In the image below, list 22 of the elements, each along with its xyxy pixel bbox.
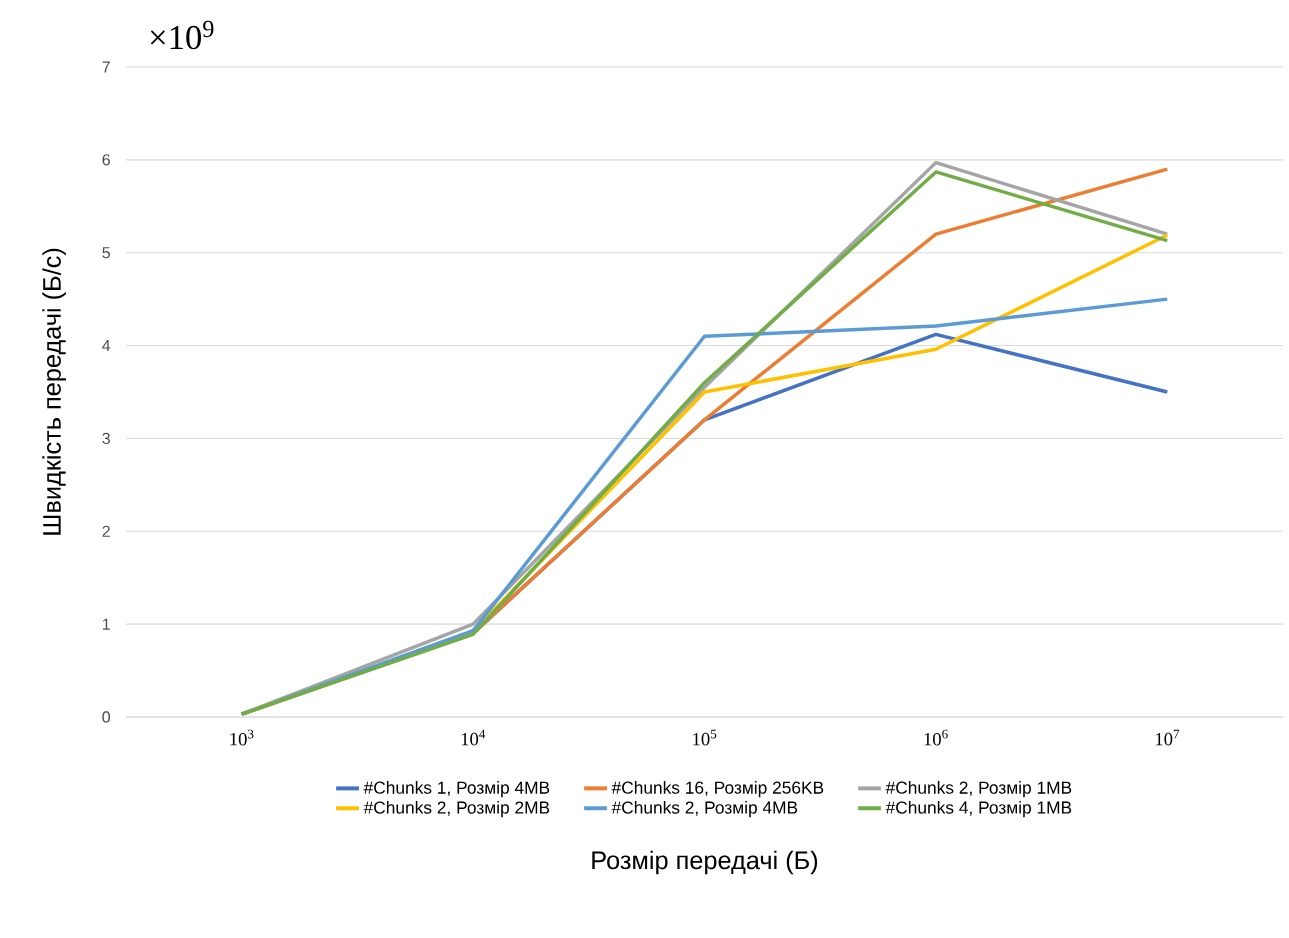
y-tick-label: 1 <box>102 618 110 630</box>
text: ×10$^{9}$ <box>150 20 214 50</box>
x-tick-label: 10$^{3}$ <box>230 729 254 746</box>
y-tick-label: 6 <box>102 154 110 166</box>
x-axis-title: Розмір передачі (Б) <box>592 850 818 875</box>
x-tick-label: 10$^{7}$ <box>1156 729 1180 746</box>
x-tick-label: 10$^{5}$ <box>693 729 717 746</box>
legend-label: #Chunks 2, Розмір 4MB <box>611 800 798 818</box>
y-tick-label: 2 <box>102 525 110 537</box>
legend-label: #Chunks 2, Розмір 1MB <box>885 781 1072 798</box>
y-tick-label: 3 <box>102 432 110 445</box>
legend-label: #Chunks 1, Розмір 4MB <box>363 781 550 798</box>
legend-label: #Chunks 16, Розмір 256KB <box>611 781 824 798</box>
y-axis-title: Швидкість передачі (Б/с) <box>42 248 66 535</box>
x-tick-label: 10$^{4}$ <box>461 729 486 746</box>
y-tick-label: 7 <box>102 61 110 73</box>
x-tick-label: 10$^{6}$ <box>924 729 948 746</box>
legend-label: #Chunks 4, Розмір 1MB <box>885 800 1072 818</box>
y-tick-label: 5 <box>102 247 110 259</box>
legend-label: #Chunks 2, Розмір 2MB <box>363 800 550 818</box>
y-tick-label: 4 <box>102 340 111 352</box>
y-tick-label: 0 <box>102 711 111 723</box>
